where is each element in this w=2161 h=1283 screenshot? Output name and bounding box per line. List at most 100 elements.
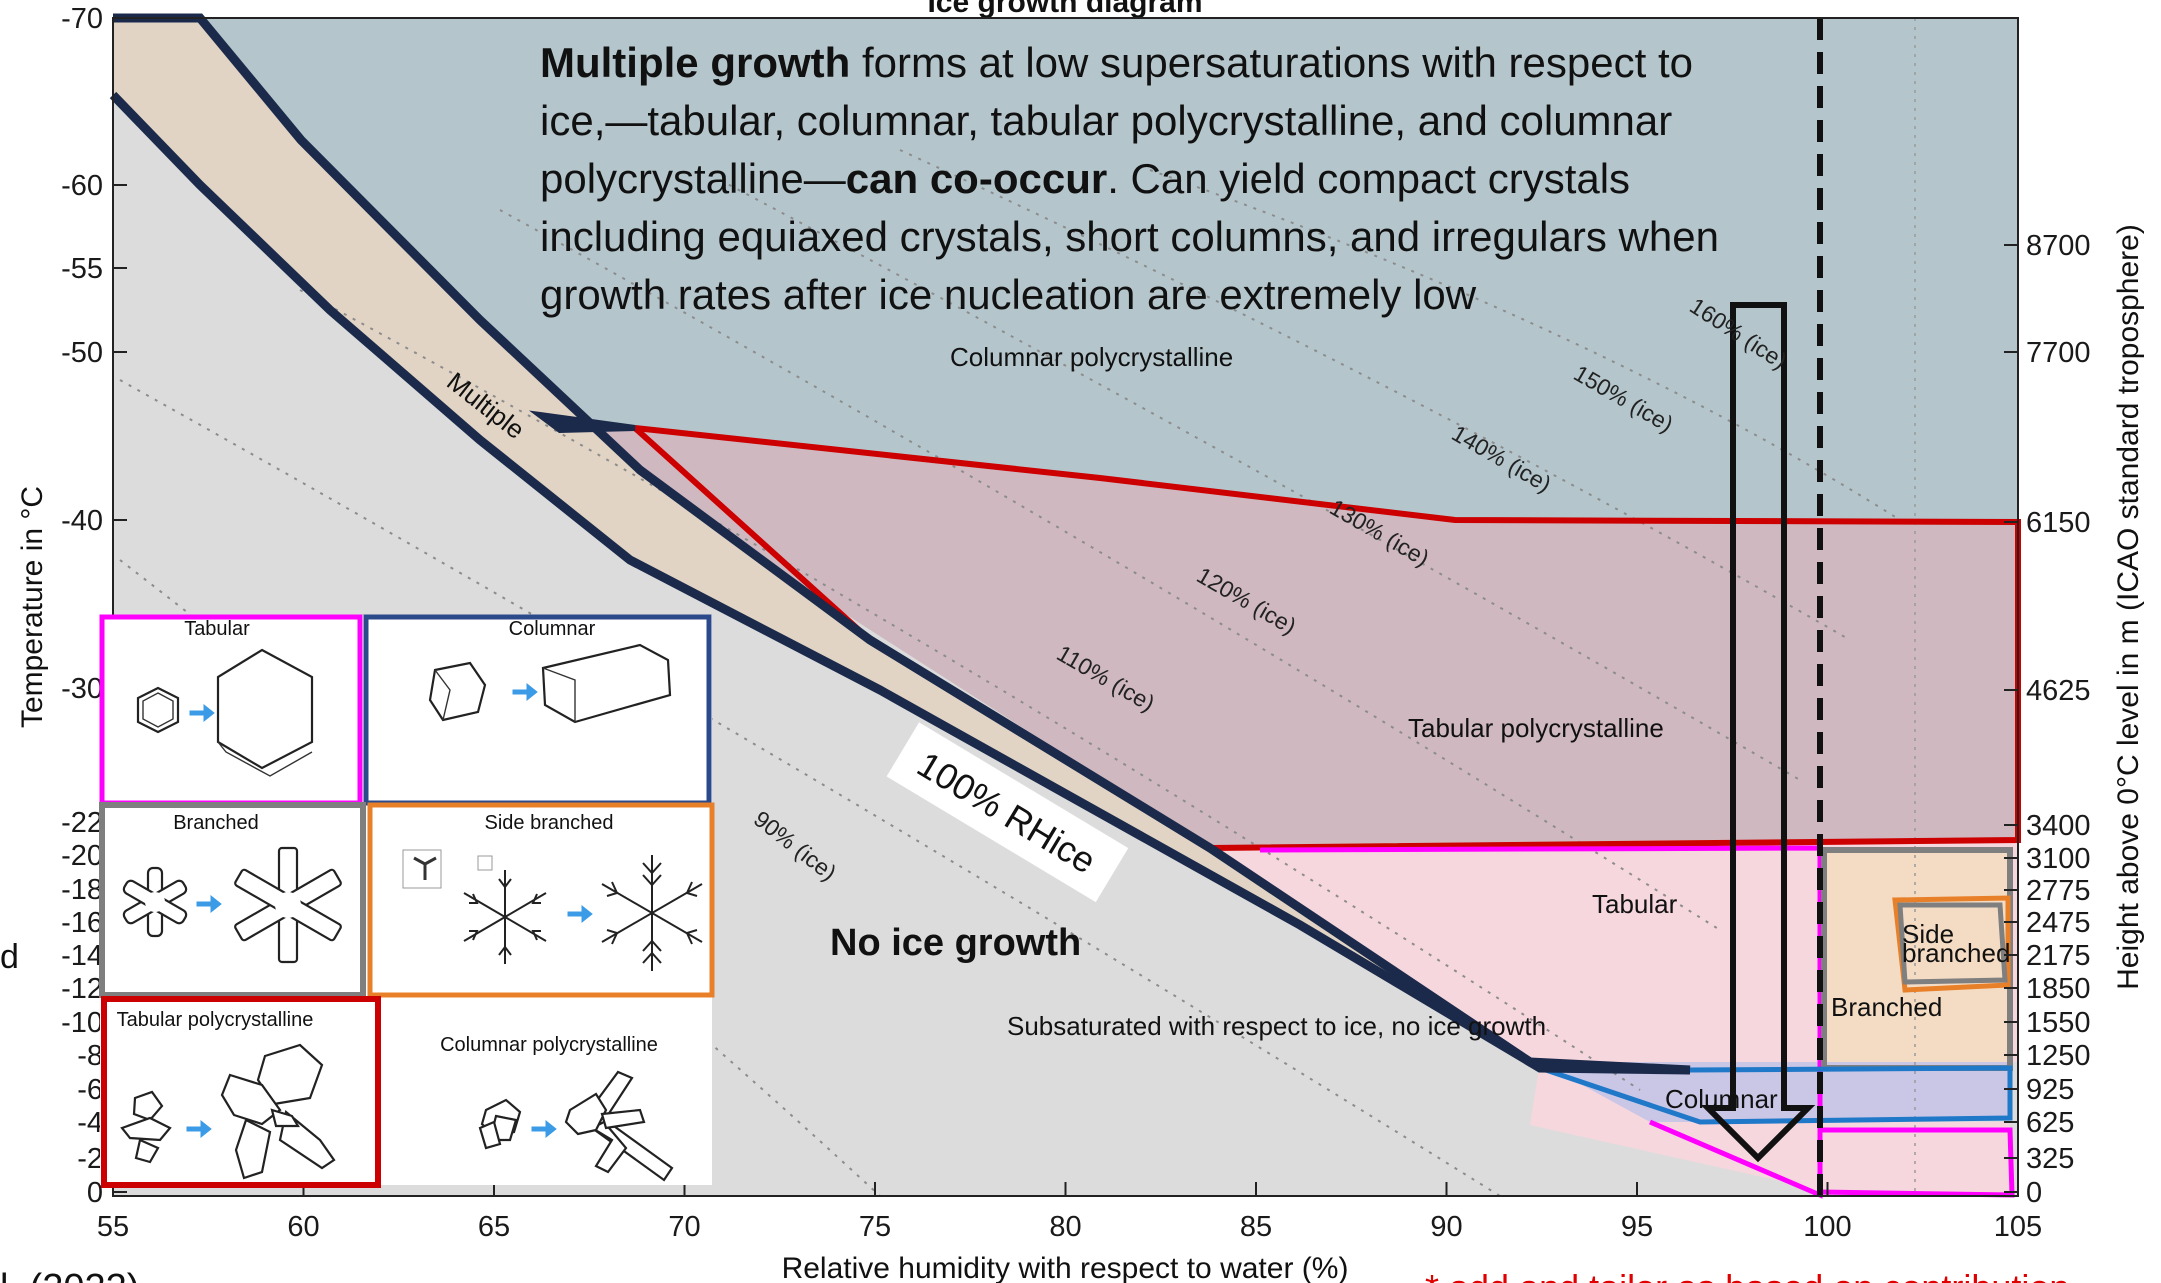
right-tick-label: 1250 xyxy=(2026,1040,2091,1072)
inset-dot-box xyxy=(477,855,493,871)
label-side: Side xyxy=(1902,919,1954,949)
label-columnar: Columnar xyxy=(1665,1084,1778,1114)
right-tick-label: 7700 xyxy=(2026,337,2091,369)
bottom-tick-label: 90 xyxy=(1430,1211,1462,1243)
left-tick-label: -70 xyxy=(61,3,103,35)
right-tick-label: 325 xyxy=(2026,1143,2074,1175)
right-tick-label: 3400 xyxy=(2026,810,2091,842)
ice-line-90 xyxy=(119,559,881,1196)
side-branched-crystal-small-icon xyxy=(463,870,547,964)
tabular-poly-border xyxy=(634,425,2021,851)
bottom-tick-label: 95 xyxy=(1621,1211,1653,1243)
panel-tabular-poly-title: Tabular polycrystalline xyxy=(117,1009,314,1031)
label-tabular: Tabular xyxy=(1592,889,1678,919)
right-tick-label: 3100 xyxy=(2026,843,2091,875)
left-tick-label: -55 xyxy=(61,253,103,285)
right-tick-label: 0 xyxy=(2026,1177,2042,1209)
label-subsaturated: Subsaturated with respect to ice, no ice… xyxy=(1007,1011,1546,1041)
left-axis-label: Temperature in °C xyxy=(16,486,49,728)
right-tick-label: 925 xyxy=(2026,1074,2074,1106)
right-axis: 8700 7700 6150 4625 340031002775247521751850… xyxy=(2004,230,2091,1209)
label-tabular-polycrystalline: Tabular polycrystalline xyxy=(1408,713,1664,743)
multiple-band-upper xyxy=(113,13,1691,1075)
bottom-tick-label: 105 xyxy=(1994,1211,2042,1243)
tabular-bottom-border xyxy=(1819,1127,2015,1198)
descending-arrow xyxy=(1700,302,1816,1163)
panel-tabular-title: Tabular xyxy=(184,618,250,640)
panel-columnar-polycrystalline xyxy=(382,999,712,1185)
right-tick-label: 625 xyxy=(2026,1107,2074,1139)
large-tabular-poly-icon xyxy=(220,1043,336,1180)
bottom-tick-label: 70 xyxy=(668,1211,700,1243)
left-tick-label: -6 xyxy=(77,1074,103,1106)
label-branched-side: branched xyxy=(1902,938,2010,968)
inset-branch-icon xyxy=(413,856,437,880)
side-branched-crystal-large-icon xyxy=(601,855,703,971)
annotation-line-1: Multiple growth forms at low supersatura… xyxy=(540,39,1693,86)
side-branched-inner-border xyxy=(1897,902,2008,985)
arrow-tabular-poly-icon xyxy=(186,1119,212,1139)
panel-side-branched xyxy=(367,802,715,998)
small-hexagon-icon xyxy=(136,686,180,734)
short-column-icon xyxy=(428,661,487,722)
right-tick-label: 2475 xyxy=(2026,907,2091,939)
left-edge-fragment: d xyxy=(0,938,19,976)
annotation-block: Multiple growth forms at low supersatura… xyxy=(540,39,1719,318)
left-tick-label: -10 xyxy=(61,1007,103,1039)
arrow-columnar-icon xyxy=(512,682,538,702)
ice-line-110 xyxy=(119,379,1501,1196)
bottom-tick-label: 85 xyxy=(1240,1211,1272,1243)
small-tabular-poly-icon xyxy=(120,1090,172,1164)
left-tick-label: -14 xyxy=(61,940,103,972)
right-axis-label: Height above 0°C level in m (ICAO standa… xyxy=(2112,224,2145,990)
bottom-tick-label: 65 xyxy=(478,1211,510,1243)
left-tick-label: -20 xyxy=(61,840,103,872)
right-tick-label: 2775 xyxy=(2026,875,2091,907)
small-hexagon-inner xyxy=(142,692,174,728)
left-tick-label: -12 xyxy=(61,973,103,1005)
multiple-arrow-tip xyxy=(528,410,636,434)
large-branched-crystal-icon xyxy=(234,846,342,964)
short-column-edge xyxy=(434,669,451,721)
multiple-band-lower xyxy=(109,91,1691,1075)
panel-side-branched-title: Side branched xyxy=(485,812,614,834)
annotation-bold-1: Multiple growth xyxy=(540,39,850,86)
ice-saturation-lines xyxy=(119,149,1901,1196)
left-tick-label: -18 xyxy=(61,874,103,906)
annotation-line-3: polycrystalline—can co-occur. Can yield … xyxy=(540,155,1630,202)
left-tick-label: -50 xyxy=(61,337,103,369)
bottom-left-fragment: l. (2022) xyxy=(0,1267,139,1283)
panel-columnar-poly-title: Columnar polycrystalline xyxy=(440,1034,658,1056)
right-tick-label: 4625 xyxy=(2026,675,2091,707)
annotation-line-3b: . Can yield compact crystals xyxy=(1107,155,1630,202)
multiple-growth-band xyxy=(113,18,1690,1070)
label-branched: Branched xyxy=(1831,992,1942,1022)
arrow-side-branched-icon xyxy=(567,904,593,924)
long-column-edge xyxy=(542,667,576,722)
small-columnar-poly-icon xyxy=(478,1098,522,1150)
label-no-ice-growth: No ice growth xyxy=(830,922,1081,964)
diagram-title: Ice growth diagram xyxy=(927,0,1202,19)
right-tick-label: 2175 xyxy=(2026,940,2091,972)
large-hexagon-edge xyxy=(217,741,313,777)
left-tick-label: -40 xyxy=(61,505,103,537)
panel-branched-title: Branched xyxy=(173,812,259,834)
habit-panels: Tabular Columnar Branched xyxy=(99,614,715,1188)
label-columnar-polycrystalline: Columnar polycrystalline xyxy=(950,342,1233,372)
right-tick-label: 1850 xyxy=(2026,973,2091,1005)
bottom-tick-label: 55 xyxy=(97,1211,129,1243)
left-tick-label: -22 xyxy=(61,807,103,839)
panel-columnar xyxy=(363,614,712,806)
bottom-tick-label: 60 xyxy=(287,1211,319,1243)
left-tick-label: -8 xyxy=(77,1040,103,1072)
right-tick-label: 1550 xyxy=(2026,1007,2091,1039)
large-hexagon-icon xyxy=(216,648,314,770)
bottom-tick-label: 75 xyxy=(859,1211,891,1243)
bottom-tick-label: 80 xyxy=(1049,1211,1081,1243)
right-tick-label: 6150 xyxy=(2026,507,2091,539)
left-tick-label: 0 xyxy=(87,1177,103,1209)
arrow-columnar-poly-icon xyxy=(531,1119,557,1139)
annotation-bold-2: can co-occur xyxy=(846,155,1107,202)
left-tick-label: -2 xyxy=(77,1143,103,1175)
